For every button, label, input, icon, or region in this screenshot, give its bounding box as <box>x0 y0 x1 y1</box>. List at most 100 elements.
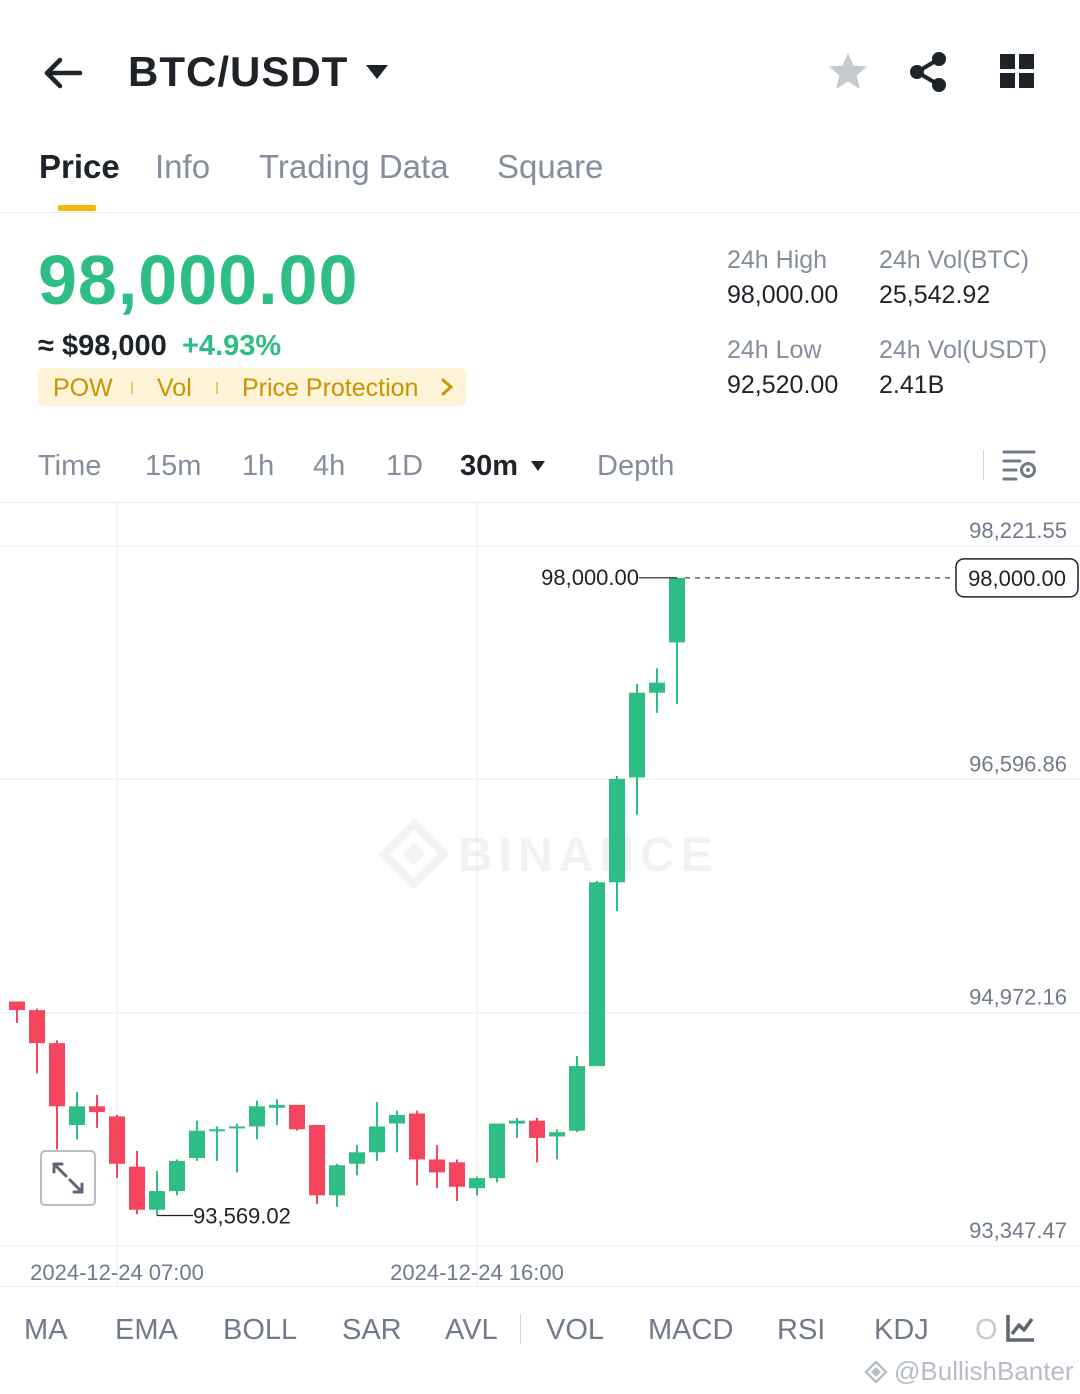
tag-vol[interactable]: Vol <box>157 374 192 402</box>
candle <box>9 1001 25 1024</box>
indicator-rsi[interactable]: RSI <box>777 1314 826 1346</box>
candle <box>669 577 685 705</box>
candle <box>149 1170 165 1216</box>
candle-body <box>589 882 605 1067</box>
indicator-boll[interactable]: BOLL <box>223 1314 298 1346</box>
indicator-vol[interactable]: VOL <box>546 1314 605 1346</box>
trading-pair-title[interactable]: BTC/USDT <box>128 48 349 95</box>
tab-trading-data[interactable]: Trading Data <box>259 148 449 185</box>
stat-24h-vol-btc-label: 24h Vol(BTC) <box>879 246 1030 274</box>
indicator-ema[interactable]: EMA <box>115 1314 178 1346</box>
star-icon[interactable] <box>826 50 870 94</box>
candle <box>649 668 665 713</box>
interval-30m[interactable]: 30m <box>460 450 519 482</box>
candle-body <box>549 1132 565 1137</box>
candle <box>449 1159 465 1202</box>
candle <box>109 1114 125 1179</box>
indicator-macd[interactable]: MACD <box>648 1314 734 1346</box>
indicator-ma[interactable]: MA <box>24 1314 68 1346</box>
indicator-sar[interactable]: SAR <box>342 1314 402 1346</box>
price-axis-label: 94,972.16 <box>969 985 1067 1010</box>
candle <box>29 1008 45 1074</box>
indicator-chart-icon[interactable] <box>1004 1312 1036 1344</box>
square-logo-icon <box>864 1360 888 1384</box>
candlestick-chart[interactable]: 98,221.55 96,596.86 94,972.16 93,347.47 2024… <box>0 503 1080 1287</box>
candles <box>9 577 685 1216</box>
tag-pow[interactable]: POW <box>53 374 113 402</box>
candle-body <box>249 1106 265 1127</box>
divider <box>983 450 984 480</box>
candle <box>589 880 605 1067</box>
candle-body <box>9 1001 25 1011</box>
interval-depth[interactable]: Depth <box>597 450 675 482</box>
indicator-avl[interactable]: AVL <box>445 1314 498 1346</box>
time-axis-label: 2024-12-24 16:00 <box>390 1260 564 1285</box>
tab-info[interactable]: Info <box>155 148 211 185</box>
candle-body <box>309 1124 325 1196</box>
divider <box>0 502 1080 503</box>
caret-down-icon[interactable] <box>530 460 546 472</box>
chart-overlay: 98,000.00 98,000.00 93,569.02 <box>157 558 1079 1228</box>
candle-body <box>169 1160 185 1192</box>
chart-settings-icon[interactable] <box>1002 448 1038 482</box>
back-arrow-icon[interactable] <box>40 50 86 96</box>
candle <box>49 1040 65 1150</box>
active-tab-indicator <box>58 205 96 211</box>
candle-body <box>409 1113 425 1160</box>
price-axis-label: 93,347.47 <box>969 1218 1067 1243</box>
candle <box>89 1094 105 1128</box>
candle <box>569 1056 585 1133</box>
candle-body <box>469 1178 485 1189</box>
candle <box>209 1126 225 1161</box>
stat-24h-high-value: 98,000.00 <box>727 281 839 309</box>
tab-square[interactable]: Square <box>497 148 604 185</box>
candle <box>369 1102 385 1161</box>
time-axis-label: 2024-12-24 07:00 <box>30 1260 204 1285</box>
indicator-kdj[interactable]: KDJ <box>874 1314 929 1346</box>
candle <box>609 776 625 912</box>
tag-bar[interactable] <box>38 368 466 406</box>
candle-body <box>109 1116 125 1164</box>
tag-separator <box>131 382 133 394</box>
high-marker-label: 98,000.00 <box>541 565 639 590</box>
expand-chart-icon[interactable] <box>40 1150 96 1206</box>
candle-body <box>429 1159 445 1173</box>
last-price: 98,000.00 <box>38 241 359 319</box>
candle-body <box>29 1010 45 1044</box>
indicator-obv[interactable]: O <box>975 1314 998 1346</box>
tab-price[interactable]: Price <box>39 148 120 185</box>
caret-down-icon[interactable] <box>364 62 390 82</box>
divider <box>520 1314 521 1344</box>
candle <box>309 1124 325 1204</box>
stat-24h-vol-usdt-label: 24h Vol(USDT) <box>879 336 1048 364</box>
candle <box>249 1100 265 1140</box>
candle-body <box>609 778 625 883</box>
candle <box>429 1145 445 1189</box>
candle <box>349 1145 365 1176</box>
interval-time[interactable]: Time <box>38 450 102 482</box>
candle-body <box>489 1123 505 1179</box>
interval-1h[interactable]: 1h <box>242 450 275 482</box>
grid-icon[interactable] <box>998 52 1036 90</box>
interval-1d[interactable]: 1D <box>386 450 424 482</box>
chevron-right-icon[interactable] <box>440 378 454 396</box>
share-icon[interactable] <box>906 50 950 94</box>
tag-price-protection[interactable]: Price Protection <box>242 374 419 402</box>
interval-15m[interactable]: 15m <box>145 450 202 482</box>
candle-body <box>529 1120 545 1138</box>
candle-body <box>149 1191 165 1210</box>
watermark-text: BINANCE <box>458 829 719 882</box>
chart-grid: 98,221.55 96,596.86 94,972.16 93,347.47 2024… <box>0 503 1080 1287</box>
candle <box>269 1099 285 1125</box>
candle-body <box>569 1066 585 1131</box>
candle <box>389 1110 405 1153</box>
candle-body <box>329 1165 345 1196</box>
binance-watermark: BINANCE <box>378 818 719 890</box>
divider <box>0 1286 1080 1287</box>
candle-body <box>89 1106 105 1113</box>
stat-24h-low-value: 92,520.00 <box>727 371 839 399</box>
candle <box>289 1104 305 1131</box>
interval-4h[interactable]: 4h <box>313 450 346 482</box>
stat-24h-high-label: 24h High <box>727 246 828 274</box>
candle-body <box>129 1166 145 1210</box>
